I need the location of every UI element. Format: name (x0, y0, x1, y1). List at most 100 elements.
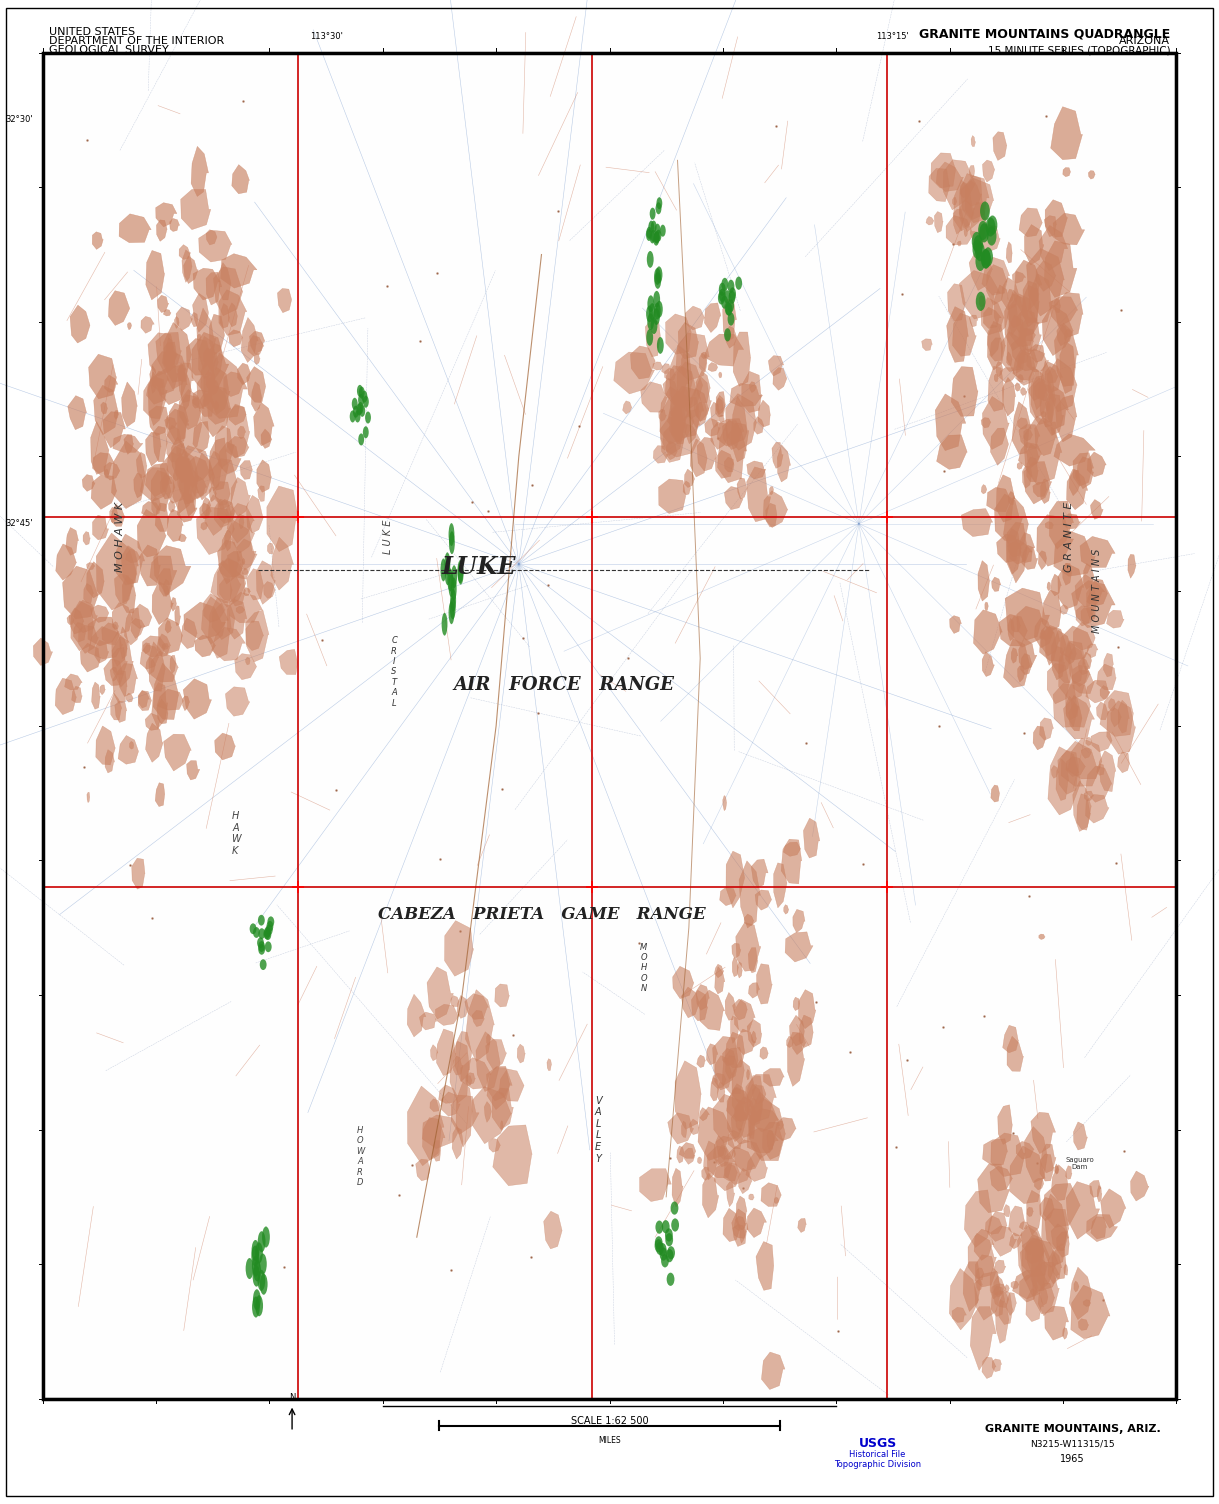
Polygon shape (991, 1133, 1025, 1176)
Polygon shape (803, 818, 820, 857)
Polygon shape (1040, 630, 1046, 639)
Polygon shape (983, 397, 1009, 450)
Polygon shape (1042, 590, 1062, 632)
Ellipse shape (659, 1247, 667, 1260)
Polygon shape (996, 1299, 1009, 1343)
Polygon shape (1086, 737, 1092, 746)
Polygon shape (191, 332, 229, 393)
Polygon shape (714, 1163, 740, 1191)
Polygon shape (1100, 750, 1115, 791)
Polygon shape (119, 627, 128, 659)
Polygon shape (246, 569, 263, 600)
Polygon shape (1089, 170, 1095, 179)
Polygon shape (78, 626, 99, 653)
Polygon shape (195, 453, 215, 499)
Polygon shape (970, 1307, 996, 1370)
Polygon shape (141, 636, 167, 657)
Polygon shape (1103, 653, 1113, 677)
Polygon shape (1017, 462, 1023, 469)
Polygon shape (145, 432, 161, 466)
Polygon shape (731, 423, 747, 442)
Ellipse shape (656, 202, 662, 214)
Polygon shape (227, 599, 246, 639)
Ellipse shape (352, 406, 358, 418)
Polygon shape (792, 910, 805, 932)
Polygon shape (183, 678, 212, 719)
Polygon shape (1075, 471, 1079, 478)
Polygon shape (215, 400, 219, 411)
Polygon shape (73, 600, 98, 633)
Polygon shape (952, 197, 957, 205)
Polygon shape (694, 376, 712, 421)
Polygon shape (1037, 514, 1074, 566)
Polygon shape (195, 635, 216, 657)
Ellipse shape (647, 295, 655, 313)
Polygon shape (1024, 224, 1043, 265)
Polygon shape (210, 487, 216, 502)
Polygon shape (165, 620, 172, 633)
Ellipse shape (656, 1221, 663, 1233)
Polygon shape (931, 153, 956, 188)
Polygon shape (739, 860, 761, 928)
Polygon shape (1075, 575, 1104, 608)
Polygon shape (427, 967, 453, 1020)
Polygon shape (922, 338, 933, 350)
Polygon shape (641, 382, 667, 412)
Polygon shape (257, 486, 265, 501)
Ellipse shape (450, 588, 456, 612)
Ellipse shape (653, 302, 661, 319)
Text: V
A
L
L
E
Y: V A L L E Y (595, 1095, 601, 1164)
Polygon shape (501, 1120, 503, 1131)
Polygon shape (761, 1182, 781, 1206)
Polygon shape (1039, 550, 1047, 570)
Text: 32°30': 32°30' (5, 116, 33, 125)
Polygon shape (55, 678, 77, 714)
Polygon shape (978, 561, 990, 602)
Polygon shape (163, 322, 191, 382)
Polygon shape (486, 1066, 512, 1110)
Polygon shape (1034, 1179, 1043, 1190)
Polygon shape (146, 251, 165, 299)
Ellipse shape (646, 229, 652, 241)
Polygon shape (1068, 738, 1102, 779)
Ellipse shape (449, 575, 455, 597)
Polygon shape (746, 1075, 764, 1125)
Polygon shape (987, 1212, 1007, 1241)
Polygon shape (1029, 378, 1054, 424)
Polygon shape (1011, 617, 1020, 632)
Ellipse shape (658, 1242, 667, 1256)
Ellipse shape (252, 1289, 261, 1310)
Polygon shape (711, 1077, 719, 1101)
Polygon shape (206, 373, 216, 390)
Polygon shape (472, 1086, 512, 1143)
Polygon shape (91, 683, 100, 710)
Polygon shape (1030, 344, 1045, 362)
Polygon shape (1052, 1245, 1067, 1280)
Ellipse shape (667, 1247, 675, 1259)
Polygon shape (1035, 417, 1057, 456)
Polygon shape (246, 611, 269, 662)
Polygon shape (1032, 726, 1046, 750)
Polygon shape (705, 334, 744, 365)
Polygon shape (1070, 1286, 1111, 1339)
Polygon shape (972, 135, 975, 146)
Polygon shape (167, 352, 187, 390)
Polygon shape (985, 602, 989, 611)
Polygon shape (115, 701, 127, 722)
Polygon shape (1008, 618, 1014, 641)
Text: N: N (289, 1393, 295, 1402)
Polygon shape (1026, 248, 1064, 316)
Polygon shape (96, 532, 137, 611)
Ellipse shape (659, 224, 666, 236)
Polygon shape (1101, 1188, 1126, 1229)
Polygon shape (1074, 1122, 1087, 1151)
Polygon shape (745, 1074, 777, 1122)
Polygon shape (1020, 328, 1034, 355)
Polygon shape (1058, 564, 1084, 609)
Polygon shape (716, 397, 724, 417)
Text: Saguaro
Dam: Saguaro Dam (1065, 1157, 1095, 1170)
Polygon shape (1064, 329, 1072, 343)
Ellipse shape (449, 531, 455, 553)
Ellipse shape (655, 272, 661, 289)
Polygon shape (1057, 325, 1068, 346)
